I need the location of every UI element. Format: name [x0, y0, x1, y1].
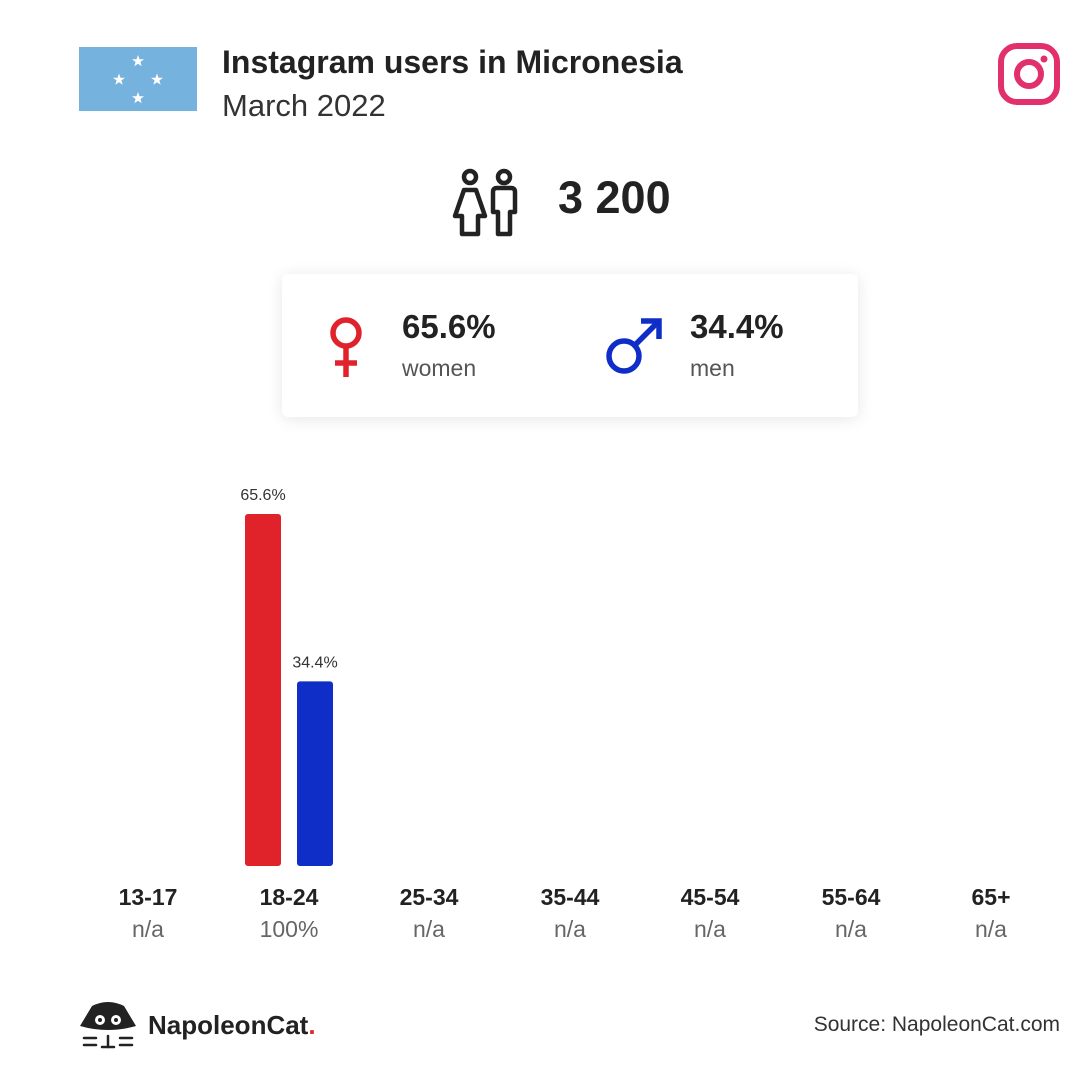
men-percentage: 34.4%	[690, 308, 784, 345]
brand-dot: .	[308, 1010, 316, 1040]
age-group-share: n/a	[835, 916, 867, 942]
page-subtitle: March 2022	[222, 88, 386, 123]
age-group-share: n/a	[413, 916, 445, 942]
age-group-label: 18-24	[259, 884, 319, 910]
bar-value-label: 34.4%	[292, 654, 337, 671]
gender-card	[282, 274, 858, 417]
age-group-share: n/a	[975, 916, 1007, 942]
age-group-share: n/a	[694, 916, 726, 942]
men-label: men	[690, 355, 735, 381]
napoleoncat-brand: NapoleonCat.	[148, 1010, 316, 1041]
female-symbol-icon	[330, 317, 362, 377]
napoleoncat-logo-icon	[80, 1002, 136, 1049]
age-group-share: 100%	[259, 916, 319, 942]
brand-name: NapoleonCat	[148, 1010, 309, 1040]
age-group-label: 25-34	[399, 884, 459, 910]
page-title: Instagram users in Micronesia	[222, 44, 683, 80]
instagram-icon	[998, 43, 1060, 105]
age-group-label: 35-44	[540, 884, 600, 910]
total-users-value: 3 200	[558, 172, 671, 223]
age-group-label: 65+	[971, 884, 1011, 910]
source-text: Source: NapoleonCat.com	[813, 1013, 1060, 1036]
age-group-share: n/a	[132, 916, 164, 942]
bar-value-label: 65.6%	[240, 487, 285, 504]
micronesia-flag-icon	[79, 47, 197, 111]
bar-18-24-series-0	[245, 514, 281, 866]
age-group-label: 13-17	[118, 884, 178, 910]
women-percentage: 65.6%	[402, 308, 496, 345]
male-symbol-icon	[606, 318, 662, 374]
people-icon	[452, 168, 518, 237]
age-group-label: 55-64	[821, 884, 881, 910]
age-group-label: 45-54	[680, 884, 740, 910]
age-group-share: n/a	[554, 916, 586, 942]
bar-18-24-series-1	[297, 681, 333, 866]
women-label: women	[402, 355, 477, 381]
